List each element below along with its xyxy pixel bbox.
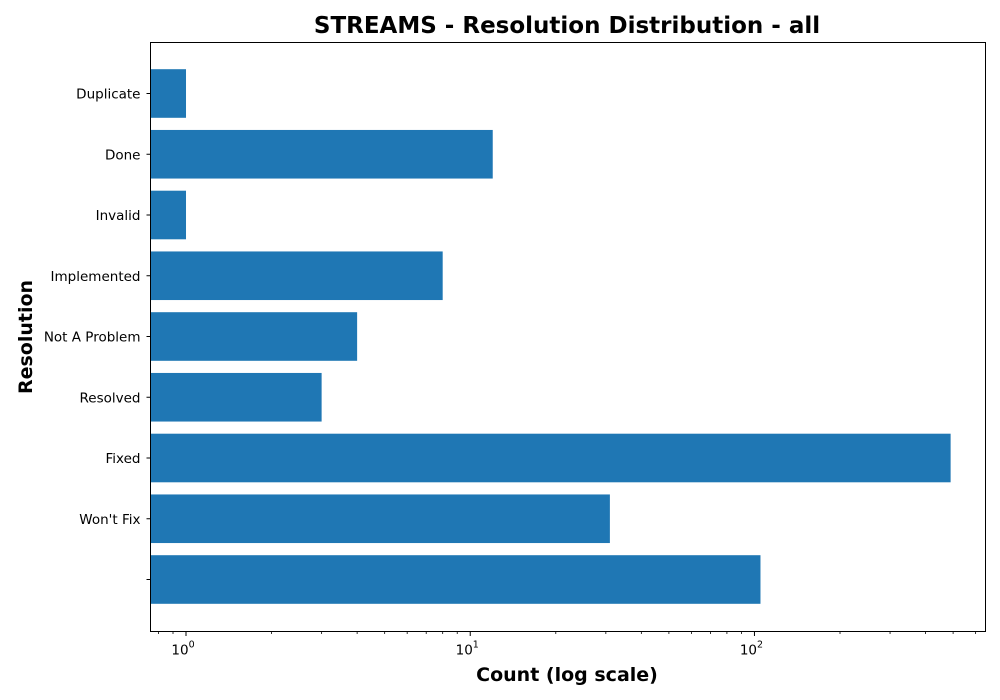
bar-6 bbox=[150, 433, 951, 483]
x-axis-label: Count (log scale) bbox=[476, 664, 658, 686]
y-tick-label-5: Resolved bbox=[80, 390, 141, 406]
x-tick-label-1: 101 bbox=[456, 640, 479, 659]
bar-5 bbox=[150, 372, 322, 422]
y-tick-label-1: Done bbox=[105, 147, 141, 163]
x-tick-label-0: 100 bbox=[171, 640, 194, 659]
x-tick-exponent-1: 1 bbox=[473, 640, 479, 651]
y-axis-label: Resolution bbox=[15, 280, 37, 394]
bar-1 bbox=[150, 129, 493, 179]
y-tick-label-4: Not A Problem bbox=[44, 330, 141, 346]
bar-7 bbox=[150, 494, 610, 544]
x-tick-label-2: 102 bbox=[740, 640, 763, 659]
plot-frame bbox=[150, 42, 986, 632]
bars-group bbox=[150, 69, 951, 604]
x-tick-exponent-2: 2 bbox=[757, 640, 763, 651]
bar-0 bbox=[150, 69, 187, 118]
bar-8 bbox=[150, 555, 761, 604]
bar-4 bbox=[150, 312, 358, 361]
y-tick-label-3: Implemented bbox=[51, 269, 141, 285]
y-tick-label-2: Invalid bbox=[96, 208, 141, 224]
y-tick-label-6: Fixed bbox=[106, 451, 141, 467]
x-tick-base-0: 10 bbox=[171, 643, 188, 659]
y-tick-label-7: Won't Fix bbox=[79, 512, 140, 528]
x-tick-base-2: 10 bbox=[740, 643, 757, 659]
y-tick-label-0: Duplicate bbox=[76, 87, 140, 103]
y-ticks-group: Duplicate Done Invalid Implemented Not A Pro… bbox=[44, 87, 151, 580]
chart-title: STREAMS - Resolution Distribution - all bbox=[314, 13, 820, 39]
x-tick-exponent-0: 0 bbox=[189, 640, 195, 651]
x-tick-base-1: 10 bbox=[456, 643, 473, 659]
x-ticks-group: 100 101 102 bbox=[158, 631, 977, 659]
bar-2 bbox=[150, 190, 187, 240]
bar-3 bbox=[150, 251, 443, 301]
